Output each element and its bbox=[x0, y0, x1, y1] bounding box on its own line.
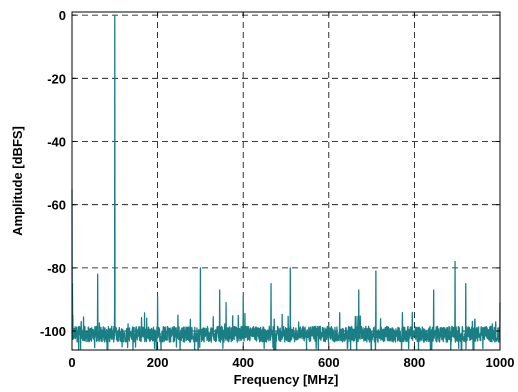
y-tick-label: 0 bbox=[59, 8, 66, 23]
x-tick-labels: 0 200 400 600 800 1000 bbox=[68, 355, 514, 370]
y-tick-label: -60 bbox=[47, 198, 66, 213]
y-axis-label: Amplitude [dBFS] bbox=[10, 126, 25, 236]
x-tick-label: 400 bbox=[232, 355, 254, 370]
x-tick-label: 600 bbox=[318, 355, 340, 370]
y-tick-label: -100 bbox=[40, 324, 66, 339]
y-tick-labels: 0 -20 -40 -60 -80 -100 bbox=[40, 8, 66, 339]
x-axis-label: Frequency [MHz] bbox=[234, 372, 339, 387]
tick-marks bbox=[71, 12, 501, 350]
y-tick-label: -20 bbox=[47, 71, 66, 86]
spectrum-trace bbox=[71, 14, 501, 351]
y-tick-label: -80 bbox=[47, 261, 66, 276]
series-group bbox=[71, 14, 501, 351]
x-tick-label: 1000 bbox=[486, 355, 515, 370]
x-tick-label: 200 bbox=[147, 355, 169, 370]
y-tick-label: -40 bbox=[47, 135, 66, 150]
grid bbox=[72, 12, 500, 350]
x-tick-label: 0 bbox=[68, 355, 75, 370]
plot-frame bbox=[71, 11, 501, 351]
x-tick-label: 800 bbox=[404, 355, 426, 370]
